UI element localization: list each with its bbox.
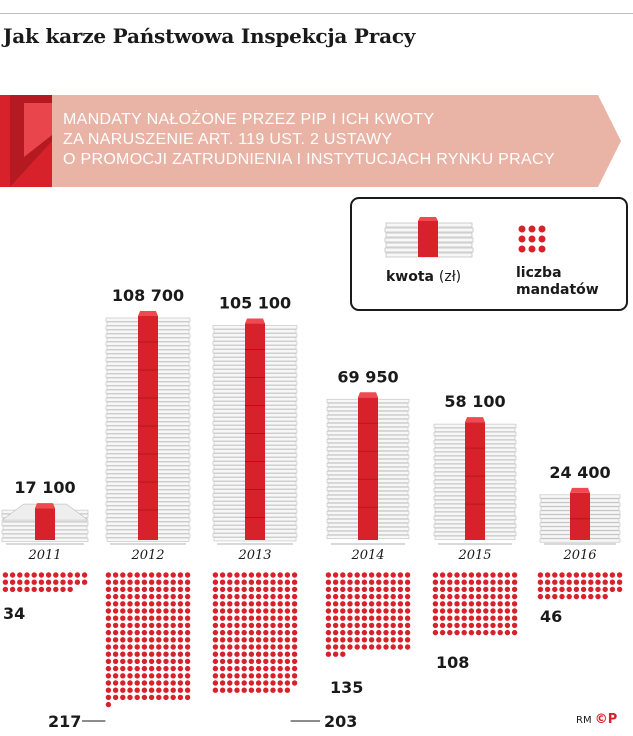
count-label-2012: 217 <box>48 712 81 731</box>
count-dots-2011 <box>2 572 88 593</box>
legend: kwota (zł) liczba mandatów <box>350 197 628 311</box>
legend-amount-label: kwota (zł) <box>386 269 461 286</box>
top-rule <box>0 13 633 14</box>
amount-bar-2013 <box>212 318 298 545</box>
amount-label-2011: 17 100 <box>14 478 75 497</box>
count-label-2015: 108 <box>436 653 469 672</box>
page-title: Jak karze Państwowa Inspekcja Pracy <box>3 24 416 48</box>
legend-count-label: liczba mandatów <box>516 265 599 299</box>
count-dots-2014 <box>325 572 411 657</box>
subtitle-line-3: O PROMOCJI ZATRUDNIENIA I INSTYTUCJACH R… <box>63 151 555 168</box>
count-dots-2013 <box>212 572 298 693</box>
legend-count-line-2: mandatów <box>516 282 599 298</box>
year-label-2014: 2014 <box>350 548 384 563</box>
subtitle-line-1: MANDATY NAŁOŻONE PRZEZ PIP I ICH KWOTY <box>63 111 435 128</box>
year-label-2012: 2012 <box>130 548 164 563</box>
legend-paper-stack-icon <box>384 217 474 258</box>
subtitle-banner <box>0 95 621 187</box>
footer-initials: RM <box>576 715 592 726</box>
amount-bar-2011 <box>0 503 90 545</box>
year-label-2013: 2013 <box>237 548 271 563</box>
amount-bar-2012 <box>105 311 191 545</box>
count-label-2011: 34 <box>3 604 25 623</box>
amount-label-2012: 108 700 <box>112 286 184 305</box>
count-dots-2012 <box>105 572 191 708</box>
amount-label-2016: 24 400 <box>549 463 610 482</box>
subtitle-text: MANDATY NAŁOŻONE PRZEZ PIP I ICH KWOTY Z… <box>63 110 623 170</box>
amount-label-2013: 105 100 <box>219 294 291 313</box>
legend-amount-unit: (zł) <box>438 269 462 285</box>
amount-label-2015: 58 100 <box>444 392 505 411</box>
legend-amount-text: kwota <box>386 269 435 285</box>
legend-graphics <box>384 217 546 258</box>
count-dots-2016 <box>537 572 623 600</box>
count-dots-2015 <box>432 572 518 636</box>
year-label-2015: 2015 <box>457 548 491 563</box>
count-label-2016: 46 <box>540 607 562 626</box>
footer-credit: RM ©P <box>576 712 617 727</box>
amount-label-2014: 69 950 <box>337 367 398 386</box>
amount-bar-2015 <box>433 417 517 545</box>
amount-bar-2014 <box>326 392 410 545</box>
count-label-2013: 203 <box>324 712 357 731</box>
subtitle-line-2: ZA NARUSZENIE ART. 119 UST. 2 USTAWY <box>63 131 393 148</box>
legend-dot-grid-icon <box>518 225 546 253</box>
year-label-2016: 2016 <box>562 548 596 563</box>
publisher-logo: ©P <box>594 712 618 727</box>
amount-bar-2016 <box>539 487 621 545</box>
count-label-2014: 135 <box>330 678 363 697</box>
legend-count-line-1: liczba <box>516 265 562 281</box>
year-label-2011: 2011 <box>27 548 61 563</box>
